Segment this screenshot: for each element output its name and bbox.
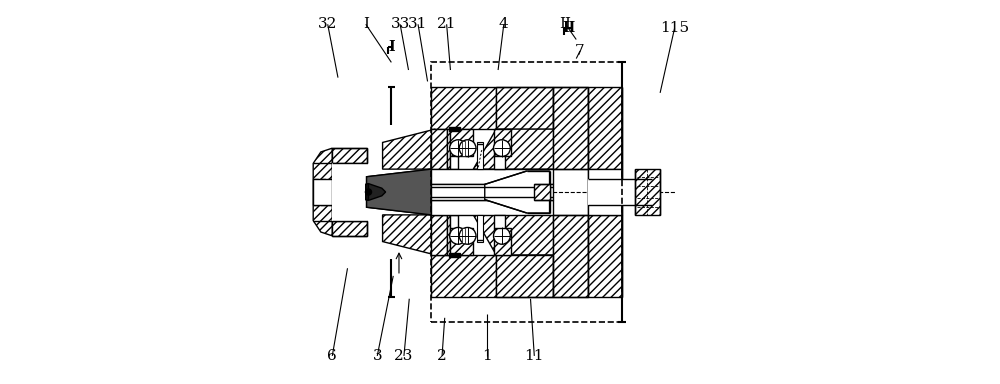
Polygon shape — [366, 184, 386, 200]
Text: 33: 33 — [390, 17, 410, 31]
Bar — [431, 255, 496, 297]
Bar — [450, 129, 473, 156]
Circle shape — [459, 140, 476, 157]
Bar — [553, 215, 588, 297]
Bar — [494, 215, 505, 228]
Polygon shape — [383, 215, 435, 255]
Bar — [431, 200, 553, 215]
Bar — [431, 129, 447, 169]
Bar — [494, 228, 511, 255]
Bar — [588, 169, 622, 215]
Polygon shape — [473, 215, 553, 255]
Text: 23: 23 — [394, 349, 414, 363]
Text: 31: 31 — [408, 17, 428, 31]
Text: 1: 1 — [482, 349, 492, 363]
Bar — [332, 220, 367, 236]
Bar — [534, 184, 550, 200]
Polygon shape — [366, 184, 368, 200]
Text: 32: 32 — [318, 17, 337, 31]
Polygon shape — [367, 169, 431, 215]
Bar — [332, 148, 367, 164]
Bar — [450, 215, 458, 228]
Bar — [635, 169, 660, 215]
Text: 3: 3 — [372, 349, 382, 363]
Text: 11: 11 — [525, 349, 544, 363]
Bar — [588, 215, 622, 297]
Polygon shape — [313, 148, 332, 236]
Bar — [473, 169, 553, 215]
Bar — [431, 169, 553, 184]
Bar — [477, 142, 483, 169]
Bar — [332, 164, 367, 220]
Bar — [588, 87, 622, 169]
Circle shape — [450, 140, 466, 157]
Circle shape — [494, 227, 510, 244]
Text: II: II — [562, 21, 575, 35]
Polygon shape — [485, 171, 550, 213]
Text: II: II — [560, 17, 572, 31]
Bar — [431, 215, 447, 255]
Bar — [450, 228, 473, 255]
Bar — [477, 215, 483, 242]
Circle shape — [450, 227, 466, 244]
Bar — [431, 87, 496, 129]
Bar — [494, 129, 511, 156]
Bar — [431, 184, 553, 200]
Polygon shape — [367, 169, 431, 215]
Circle shape — [494, 140, 510, 157]
Circle shape — [459, 227, 476, 244]
Bar — [447, 215, 450, 255]
Polygon shape — [383, 129, 435, 169]
Text: 2: 2 — [437, 349, 447, 363]
Text: 6: 6 — [327, 349, 337, 363]
Bar — [553, 87, 588, 169]
Text: 115: 115 — [660, 21, 689, 35]
Bar — [462, 228, 465, 243]
Text: 4: 4 — [499, 17, 509, 31]
Text: 7: 7 — [575, 44, 585, 58]
Bar — [449, 127, 460, 131]
Bar — [462, 141, 465, 156]
Bar — [449, 253, 460, 257]
Bar — [494, 156, 505, 169]
Bar — [496, 255, 553, 297]
Bar — [588, 179, 652, 205]
Bar — [450, 156, 458, 169]
Polygon shape — [473, 129, 553, 169]
Text: I: I — [388, 40, 395, 54]
Bar — [496, 87, 553, 129]
Bar — [313, 179, 332, 205]
Text: I: I — [363, 17, 369, 31]
Circle shape — [365, 189, 372, 195]
Bar — [431, 62, 622, 322]
Text: 21: 21 — [437, 17, 456, 31]
Bar — [447, 129, 450, 169]
